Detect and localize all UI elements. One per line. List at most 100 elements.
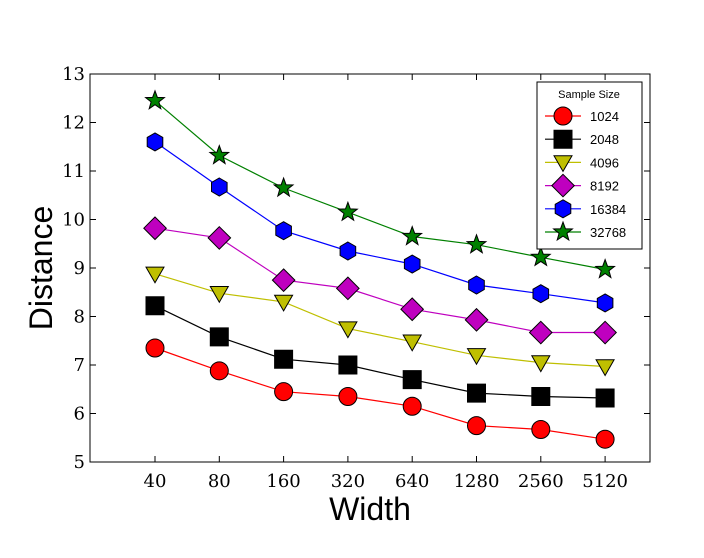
data-point-hexagon bbox=[554, 199, 572, 219]
data-point-diamond bbox=[335, 276, 360, 301]
x-tick-label: 320 bbox=[331, 471, 365, 492]
series-line bbox=[154, 347, 606, 440]
legend-title: Sample Size bbox=[558, 89, 620, 101]
data-point-triangle-down bbox=[209, 286, 230, 304]
data-point-triangle-down bbox=[402, 334, 423, 352]
y-tick-label: 6 bbox=[74, 404, 85, 425]
data-point-circle bbox=[595, 429, 615, 449]
data-point-diamond bbox=[271, 268, 296, 293]
data-point-diamond bbox=[551, 173, 576, 198]
y-tick-label: 9 bbox=[74, 258, 85, 279]
data-point-square bbox=[274, 349, 294, 369]
data-point-circle bbox=[402, 396, 422, 416]
data-point-star bbox=[337, 200, 359, 222]
legend-box bbox=[536, 81, 643, 250]
series-line bbox=[154, 273, 606, 368]
data-point-star bbox=[552, 220, 574, 242]
data-point-triangle-down bbox=[553, 155, 573, 173]
data-point-hexagon bbox=[468, 275, 485, 295]
data-point-hexagon bbox=[339, 241, 357, 261]
data-point-star bbox=[594, 258, 616, 279]
legend-label: 4096 bbox=[590, 155, 619, 170]
data-point-square bbox=[467, 383, 486, 403]
data-point-star bbox=[529, 245, 552, 267]
data-point-star bbox=[208, 144, 231, 165]
legend-label: 2048 bbox=[590, 132, 619, 147]
y-tick-label: 8 bbox=[74, 307, 85, 328]
x-tick-label: 640 bbox=[395, 471, 429, 492]
series-line bbox=[154, 100, 606, 271]
legend-label: 32768 bbox=[590, 225, 626, 240]
data-point-hexagon bbox=[532, 284, 550, 304]
x-tick-label: 2560 bbox=[518, 471, 564, 492]
data-point-square bbox=[553, 129, 573, 149]
data-point-hexagon bbox=[275, 221, 292, 241]
y-tick-label: 7 bbox=[74, 355, 85, 376]
data-point-diamond bbox=[593, 320, 618, 345]
data-point-circle bbox=[553, 106, 573, 126]
data-point-star bbox=[144, 89, 166, 110]
series-1024 bbox=[145, 338, 615, 449]
data-point-star bbox=[272, 176, 295, 198]
legend-item: 1024 bbox=[545, 106, 619, 126]
legend: Sample Size 1024 2048 4096 8192 16384 32768 bbox=[536, 81, 643, 250]
data-point-hexagon bbox=[211, 177, 228, 197]
y-tick-label: 12 bbox=[62, 113, 85, 134]
legend-item: 32768 bbox=[545, 220, 626, 242]
legend-item: 8192 bbox=[545, 173, 619, 198]
data-point-square bbox=[595, 388, 615, 408]
legend-label: 16384 bbox=[590, 202, 626, 217]
legend-item: 2048 bbox=[545, 129, 619, 149]
x-axis-title: Width bbox=[329, 491, 411, 527]
data-point-circle bbox=[531, 420, 551, 440]
data-point-triangle-down bbox=[338, 321, 358, 339]
x-tick-label: 80 bbox=[208, 471, 231, 492]
series-2048 bbox=[145, 296, 615, 408]
data-point-diamond bbox=[143, 216, 168, 241]
data-point-star bbox=[465, 233, 488, 254]
legend-label: 8192 bbox=[590, 179, 619, 194]
series-line bbox=[154, 141, 606, 304]
x-tick-label: 40 bbox=[144, 471, 167, 492]
data-point-triangle-down bbox=[466, 348, 487, 366]
data-point-triangle-down bbox=[530, 355, 551, 373]
legend-label: 1024 bbox=[590, 109, 619, 124]
data-point-circle bbox=[145, 338, 165, 358]
data-point-square bbox=[402, 370, 422, 390]
data-point-hexagon bbox=[596, 293, 614, 313]
series-32768 bbox=[144, 89, 616, 279]
series-layer bbox=[143, 89, 618, 449]
series-line bbox=[154, 227, 606, 334]
data-point-circle bbox=[209, 361, 229, 381]
data-point-square bbox=[338, 355, 358, 375]
y-tick-label: 10 bbox=[62, 210, 85, 231]
x-tick-label: 1280 bbox=[454, 471, 500, 492]
data-point-diamond bbox=[464, 307, 489, 332]
y-tick-label: 5 bbox=[74, 452, 85, 473]
y-tick-label: 13 bbox=[62, 64, 85, 85]
legend-item: 16384 bbox=[545, 199, 626, 219]
data-point-hexagon bbox=[403, 254, 421, 274]
legend-item: 4096 bbox=[545, 155, 619, 173]
data-point-circle bbox=[338, 387, 358, 407]
data-point-triangle-down bbox=[273, 294, 294, 312]
series-16384 bbox=[146, 132, 614, 313]
x-tick-label: 5120 bbox=[582, 471, 628, 492]
data-point-diamond bbox=[400, 297, 425, 322]
series-8192 bbox=[143, 216, 618, 345]
series-line bbox=[154, 305, 606, 399]
series-4096 bbox=[145, 266, 615, 377]
data-point-square bbox=[145, 296, 165, 316]
data-point-square bbox=[531, 387, 551, 406]
axis-ticks: 5 6 7 8 9 10 11 12 13 40 80 160 320 640 1280 2560 5120 bbox=[62, 64, 650, 492]
y-axis-title: Distance bbox=[23, 206, 59, 331]
data-point-triangle-down bbox=[145, 266, 165, 284]
data-point-circle bbox=[467, 416, 486, 436]
data-point-circle bbox=[274, 382, 294, 402]
y-tick-label: 11 bbox=[62, 161, 85, 182]
data-point-hexagon bbox=[146, 132, 164, 152]
data-point-square bbox=[209, 327, 229, 347]
data-point-diamond bbox=[528, 320, 553, 345]
data-point-star bbox=[401, 225, 424, 246]
